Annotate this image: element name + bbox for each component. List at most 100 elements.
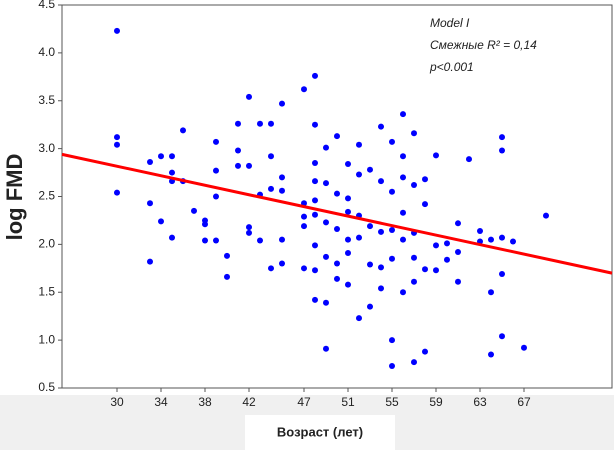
plot-area — [61, 4, 613, 389]
point — [433, 152, 439, 159]
y-tick-label: 4.0 — [38, 45, 55, 59]
point — [411, 359, 417, 366]
point — [301, 213, 307, 220]
point — [400, 174, 406, 181]
point — [488, 236, 494, 243]
point — [334, 260, 340, 267]
point — [114, 27, 120, 34]
y-tick-label: 3.5 — [38, 93, 55, 107]
point — [312, 121, 318, 128]
point — [213, 193, 219, 200]
point — [169, 153, 175, 160]
point — [301, 223, 307, 230]
point — [510, 238, 516, 245]
point — [356, 141, 362, 148]
y-tick-label: 1.0 — [38, 332, 55, 346]
point — [323, 253, 329, 260]
point — [147, 200, 153, 207]
point — [147, 258, 153, 265]
point — [312, 211, 318, 218]
point — [389, 227, 395, 234]
point — [389, 138, 395, 145]
point — [224, 273, 230, 280]
point — [323, 299, 329, 306]
x-tick-label: 59 — [429, 395, 443, 409]
point — [356, 234, 362, 241]
point — [224, 252, 230, 259]
point — [312, 197, 318, 204]
point — [433, 267, 439, 274]
point — [444, 240, 450, 247]
point — [367, 166, 373, 173]
point — [378, 178, 384, 185]
point — [400, 209, 406, 216]
y-tick-label: 2.5 — [38, 189, 55, 203]
point — [411, 182, 417, 189]
point — [279, 174, 285, 181]
point — [312, 242, 318, 249]
point — [147, 159, 153, 166]
point — [213, 237, 219, 244]
point — [411, 278, 417, 285]
point — [356, 315, 362, 322]
x-tick-label: 38 — [198, 395, 212, 409]
point — [400, 153, 406, 160]
point — [422, 176, 428, 183]
point — [455, 249, 461, 256]
point — [389, 188, 395, 195]
point — [323, 180, 329, 187]
point — [521, 344, 527, 351]
point — [268, 120, 274, 127]
point — [422, 201, 428, 208]
point — [268, 153, 274, 160]
point — [488, 351, 494, 358]
point — [114, 134, 120, 141]
point — [180, 127, 186, 134]
point — [444, 256, 450, 263]
point — [312, 267, 318, 274]
point — [312, 296, 318, 303]
point — [114, 141, 120, 148]
point — [301, 86, 307, 93]
point — [158, 153, 164, 160]
point — [389, 337, 395, 344]
point — [411, 130, 417, 137]
point — [202, 221, 208, 228]
point — [158, 218, 164, 225]
point — [411, 254, 417, 261]
point — [400, 236, 406, 243]
point — [279, 100, 285, 107]
point — [246, 162, 252, 169]
point — [334, 226, 340, 233]
point — [114, 189, 120, 196]
regression-line — [61, 152, 613, 275]
point — [345, 195, 351, 202]
point — [499, 147, 505, 154]
point — [499, 271, 505, 278]
x-tick-label: 30 — [110, 395, 124, 409]
point — [345, 160, 351, 167]
point — [323, 345, 329, 352]
point — [323, 144, 329, 151]
point — [378, 123, 384, 130]
point — [466, 156, 472, 163]
point — [268, 185, 274, 192]
point — [389, 362, 395, 369]
point — [367, 261, 373, 268]
x-tick-label: 51 — [341, 395, 355, 409]
y-tick-label: 0.5 — [38, 380, 55, 394]
point — [488, 289, 494, 296]
x-tick-label: 63 — [473, 395, 487, 409]
point — [499, 134, 505, 141]
x-tick-label: 67 — [517, 395, 531, 409]
point — [191, 207, 197, 214]
x-axis-label: Возраст (лет) — [277, 424, 363, 439]
x-tick-label: 42 — [242, 395, 256, 409]
xlabel-box — [245, 415, 395, 450]
point — [279, 260, 285, 267]
point — [301, 200, 307, 207]
point — [389, 255, 395, 262]
point — [312, 178, 318, 185]
point — [400, 111, 406, 118]
